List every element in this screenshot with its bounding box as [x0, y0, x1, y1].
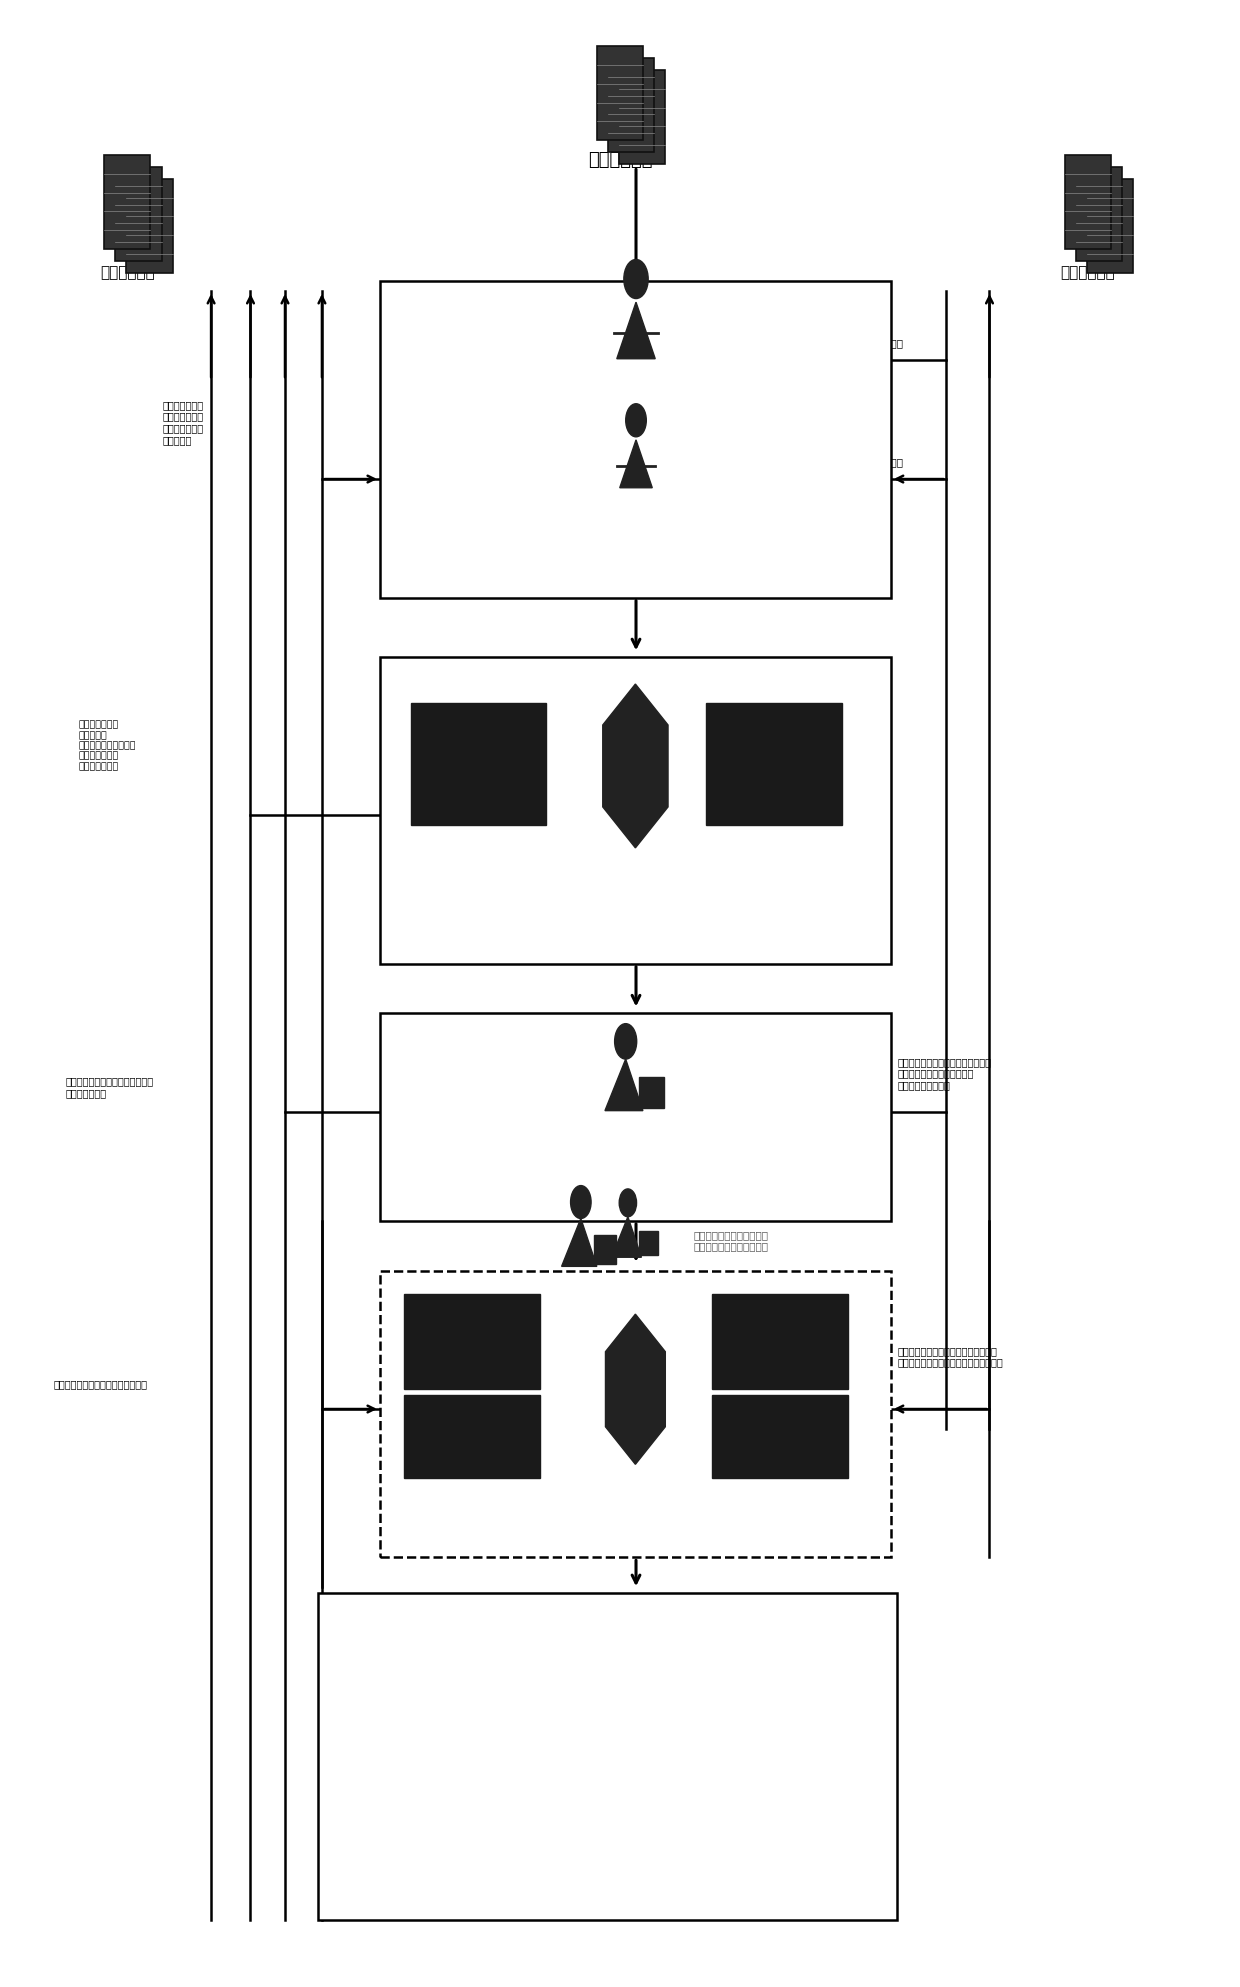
Text: 扫码物料管理系统，申请获取所需
物料，进行试配: 扫码物料管理系统，申请获取所需 物料，进行试配: [66, 1077, 154, 1099]
Polygon shape: [616, 302, 655, 360]
Polygon shape: [605, 1313, 666, 1464]
Text: 物料识别量置: 物料识别量置: [389, 1282, 427, 1292]
Bar: [1087, 179, 1133, 272]
Bar: [619, 70, 666, 165]
Bar: [379, 658, 892, 964]
Text: 设计人员进行楼体建模
物料设计量模: 设计人员进行楼体建模 物料设计量模: [603, 535, 670, 556]
Bar: [707, 703, 842, 825]
Text: 实际楼体结构: 实际楼体结构: [588, 151, 652, 169]
Text: 建筑设计人员进行楼体设计与建模: 建筑设计人员进行楼体设计与建模: [584, 413, 688, 427]
Circle shape: [626, 403, 646, 437]
Text: 根据仿真模型获取物料信息
并可申请使用物料进行安装: 根据仿真模型获取物料信息 并可申请使用物料进行安装: [594, 1162, 678, 1190]
Circle shape: [570, 1186, 591, 1218]
Text: 重新获取的物料实物，进行物料识别: 重新获取的物料实物，进行物料识别: [53, 1379, 148, 1389]
Bar: [639, 1232, 657, 1256]
Bar: [404, 1395, 539, 1478]
Text: 获取与回收: 获取与回收: [329, 1605, 360, 1615]
Bar: [404, 1294, 539, 1389]
Bar: [410, 703, 546, 825]
Text: 生成楼体三层模型: 生成楼体三层模型: [853, 338, 903, 348]
Text: 安装: 安装: [389, 1025, 402, 1035]
Text: 生产与制造: 生产与制造: [389, 670, 420, 680]
Bar: [379, 1270, 892, 1558]
Bar: [1076, 167, 1122, 260]
Bar: [319, 1594, 897, 1919]
Text: 根据给出的物料识别规格型号后
查询物料仿真模型获取装配位置
并辅助装配: 根据给出的物料识别规格型号后 查询物料仿真模型获取装配位置 并辅助装配: [589, 1502, 682, 1536]
Text: 根据识别出的规格型号，
与仓库管理结合，得出该物料的
入库位置；
与仿真装配系统结合，可直观读
取装配物料的回坡完成情况；
完成本批次回收后，结合可得出
本批次: 根据识别出的规格型号， 与仓库管理结合，得出该物料的 入库位置； 与仿真装配系统…: [334, 1637, 427, 1729]
Polygon shape: [620, 439, 652, 487]
Bar: [640, 1077, 663, 1109]
Circle shape: [624, 260, 649, 298]
Bar: [104, 155, 150, 248]
Circle shape: [619, 1188, 636, 1216]
Text: 访问装配仿真系统，选择不同区域，
可以出现装配物料，包括：规
格型号、含换料信等: 访问装配仿真系统，选择不同区域， 可以出现装配物料，包括：规 格型号、含换料信等: [897, 1057, 991, 1091]
Bar: [1065, 155, 1111, 248]
Text: 设计: 设计: [389, 292, 402, 304]
Bar: [115, 167, 161, 260]
Text: 工厂根据设计加工物料
并物料管理系统入库: 工厂根据设计加工物料 并物料管理系统入库: [600, 848, 671, 876]
Text: 根据仿真模型获取物料信息
并可申请使用物料进行安装: 根据仿真模型获取物料信息 并可申请使用物料进行安装: [694, 1230, 769, 1252]
Text: 访问装配仿真系统，根据识别后的量到
装配位置及其他信息，并显示以辅助装配: 访问装配仿真系统，根据识别后的量到 装配位置及其他信息，并显示以辅助装配: [897, 1345, 1003, 1367]
Text: 生成装配三维模型: 生成装配三维模型: [853, 457, 903, 467]
Polygon shape: [562, 1218, 596, 1266]
Text: 访问物料管理系
统，根据物料管
理系统记录的物
料辅助设计: 访问物料管理系 统，根据物料管 理系统记录的物 料辅助设计: [162, 399, 203, 445]
Polygon shape: [611, 1216, 641, 1258]
Polygon shape: [605, 1059, 642, 1111]
Bar: [594, 1236, 616, 1264]
Text: 装配仿真系统: 装配仿真系统: [1060, 266, 1116, 280]
Polygon shape: [603, 684, 668, 848]
Bar: [608, 58, 655, 153]
Text: 入库信息包括：
物料信息、
二维码、左片等信息、
图像识别信息、
图形识别信息等: 入库信息包括： 物料信息、 二维码、左片等信息、 图像识别信息、 图形识别信息等: [78, 721, 135, 771]
Bar: [712, 1294, 848, 1389]
Bar: [596, 46, 644, 141]
Bar: [379, 1013, 892, 1222]
Bar: [126, 179, 172, 272]
Bar: [712, 1395, 848, 1478]
Circle shape: [615, 1023, 636, 1059]
Bar: [379, 282, 892, 598]
Text: 物料管理系统: 物料管理系统: [100, 266, 155, 280]
